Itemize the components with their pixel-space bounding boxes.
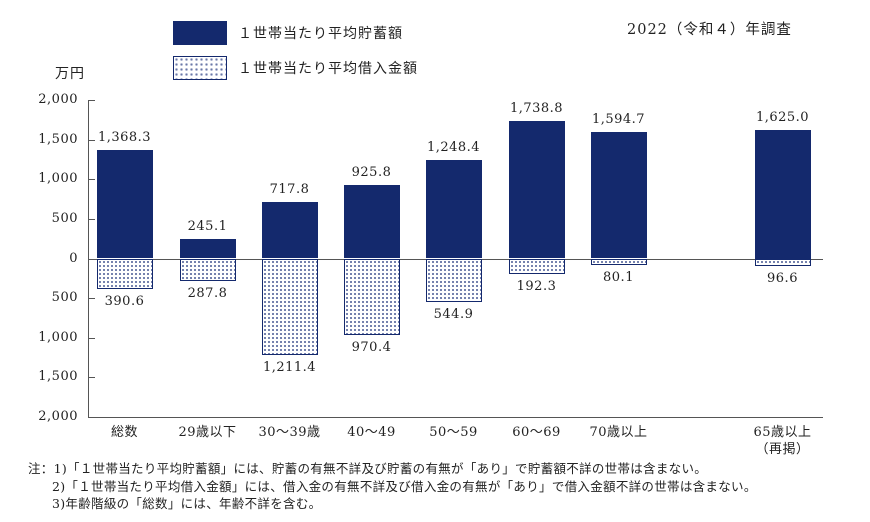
borrowings-value-label: 544.9: [433, 306, 474, 322]
savings-bar: [590, 132, 647, 259]
y-axis-unit-label: 万円: [55, 66, 85, 82]
borrowings-bar: [590, 258, 647, 265]
x-axis-label: 60〜69: [512, 424, 561, 440]
y-tick-mark: [89, 377, 95, 379]
footnote-line-1: 注：1)「１世帯当たり平均貯蓄額」には、貯蓄の有無不詳及び貯蓄の有無が「あり」で…: [28, 460, 757, 478]
savings-bar: [179, 239, 236, 259]
x-axis-label: 70歳以上: [589, 424, 648, 440]
y-tick-label: 1,000: [38, 171, 78, 187]
x-axis-label: 65歳以上 （再掲）: [753, 424, 812, 457]
borrowings-bar: [508, 258, 565, 274]
legend: １世帯当たり平均貯蓄額 １世帯当たり平均借入金額: [173, 20, 418, 81]
y-tick-mark: [89, 179, 95, 181]
borrowings-value-label: 287.8: [187, 286, 228, 302]
x-axis-label: 40〜49: [347, 424, 396, 440]
survey-year-title: 2022（令和４）年調査: [627, 22, 792, 38]
borrowings-bar: [343, 258, 400, 336]
footnote-prefix: 注：: [28, 461, 54, 476]
borrowings-value-label: 80.1: [603, 269, 634, 285]
savings-value-label: 1,738.8: [509, 100, 564, 116]
footnote-text-1: 1)「１世帯当たり平均貯蓄額」には、貯蓄の有無不詳及び貯蓄の有無が「あり」で貯蓄…: [53, 461, 708, 476]
footnote-line-2: 2)「１世帯当たり平均借入金額」には、借入金の有無不詳及び借入金の有無が「あり」…: [52, 478, 757, 494]
y-tick-mark: [89, 218, 95, 220]
legend-row-savings: １世帯当たり平均貯蓄額: [173, 20, 418, 46]
savings-value-label: 1,625.0: [755, 109, 810, 125]
x-baseline: [88, 416, 823, 418]
savings-value-label: 1,594.7: [591, 112, 646, 128]
y-tick-label: 500: [51, 290, 78, 306]
y-tick-label: 500: [51, 210, 78, 226]
y-tick-label: 2,000: [38, 409, 78, 424]
borrowings-legend-label: １世帯当たり平均借入金額: [238, 61, 418, 77]
borrowings-bar: [425, 258, 482, 302]
y-tick-mark: [89, 417, 95, 418]
savings-value-label: 245.1: [187, 219, 228, 235]
savings-bar: [754, 129, 811, 259]
borrowings-value-label: 96.6: [767, 271, 798, 287]
x-axis-label: 30〜39歳: [258, 424, 321, 440]
savings-bar: [425, 159, 482, 259]
savings-legend-label: １世帯当たり平均貯蓄額: [238, 26, 403, 42]
y-tick-mark: [89, 298, 95, 300]
savings-bar: [261, 201, 318, 259]
y-tick-label: 1,500: [38, 131, 78, 147]
savings-value-label: 1,248.4: [426, 139, 481, 155]
savings-bar: [508, 120, 565, 259]
borrowings-bar: [179, 258, 236, 282]
savings-bar: [343, 185, 400, 259]
y-tick-label: 1,500: [38, 369, 78, 385]
y-tick-mark: [89, 337, 95, 339]
borrowings-value-label: 390.6: [104, 294, 145, 310]
borrowings-value-label: 192.3: [516, 278, 557, 294]
y-tick-mark: [89, 100, 95, 101]
borrowings-value-label: 1,211.4: [262, 359, 317, 375]
footnote-line-3: 3)年齢階級の「総数」には、年齢不詳を含む。: [52, 496, 322, 511]
borrowings-legend-swatch: [173, 56, 227, 80]
y-tick-mark: [89, 258, 95, 260]
savings-value-label: 1,368.3: [97, 130, 152, 146]
footnotes: 注：1)「１世帯当たり平均貯蓄額」には、貯蓄の有無不詳及び貯蓄の有無が「あり」で…: [28, 460, 757, 513]
y-tick-label: 2,000: [38, 92, 78, 107]
x-axis-label: 29歳以下: [178, 424, 237, 440]
savings-value-label: 925.8: [351, 165, 392, 181]
legend-row-borrowings: １世帯当たり平均借入金額: [173, 55, 418, 81]
savings-legend-swatch: [173, 21, 227, 45]
savings-bar: [96, 150, 153, 259]
borrowings-bar: [96, 258, 153, 290]
borrowings-bar: [754, 258, 811, 267]
savings-value-label: 717.8: [269, 181, 310, 197]
borrowings-value-label: 970.4: [351, 340, 392, 356]
x-axis-label: 50〜59: [429, 424, 478, 440]
borrowings-bar: [261, 258, 318, 355]
y-tick-label: 0: [69, 250, 78, 266]
y-tick-mark: [89, 139, 95, 141]
y-tick-label: 1,000: [38, 329, 78, 345]
x-axis-label: 総数: [110, 424, 138, 440]
